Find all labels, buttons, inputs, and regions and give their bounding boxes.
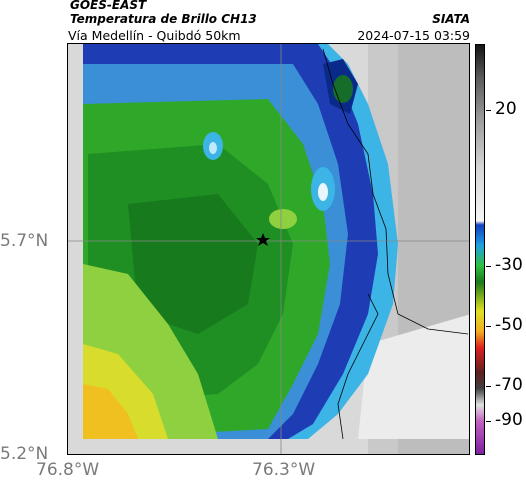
latitude-label-2: 5.2°N [0,444,49,464]
colorbar-label-2: -30 [495,255,523,275]
satellite-image [68,44,469,454]
colorbar [475,44,485,455]
colorbar-label-4: -70 [495,375,523,395]
product-title: Temperatura de Brillo CH13 [70,12,257,26]
star-icon [256,233,270,246]
organization-label: SIATA [432,12,470,26]
colorbar-label-3: -50 [495,315,523,335]
longitude-label-1: 76.8°W [36,460,100,480]
satellite-source: GOES-EAST [70,0,147,12]
longitude-label-2: 76.3°W [252,460,316,480]
timestamp: 2024-07-15 03:59 [357,28,470,43]
latitude-label-1: 5.7°N [0,231,49,251]
cloud-yellow-region [83,384,138,439]
region-subtitle: Vía Medellín - Quibdó 50km [68,28,241,43]
coastline [322,48,469,335]
map-panel[interactable] [67,43,470,455]
border-line [337,293,379,440]
colorbar-label-5: -90 [495,410,523,430]
colorbar-label-1: 20 [495,99,517,119]
